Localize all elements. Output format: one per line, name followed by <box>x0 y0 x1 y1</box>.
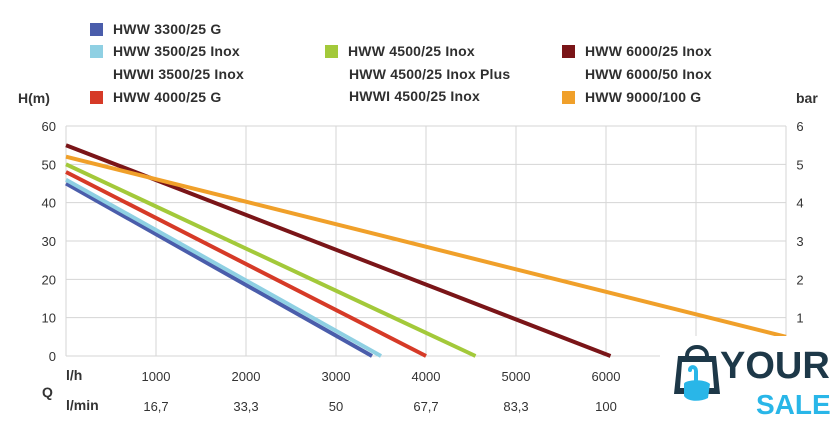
legend-sublabel: HWW 4500/25 Inox Plus <box>349 66 511 82</box>
y-tick-right: 1 <box>796 311 803 326</box>
y-tick-left: 20 <box>42 272 56 287</box>
x-tick-lh: 1000 <box>142 369 171 384</box>
x-tick-lmin: 100 <box>595 399 617 414</box>
legend-label: HWW 6000/25 Inox <box>585 43 712 59</box>
legend-swatch <box>90 44 103 58</box>
series-line-3 <box>65 162 477 358</box>
y-tick-left: 60 <box>42 119 56 134</box>
x-tick-lmin: 16,7 <box>143 399 168 414</box>
series-line-2 <box>65 170 427 358</box>
legend-item: HWW 9000/100 G <box>562 88 701 106</box>
legend-sublabel: HWWI 4500/25 Inox <box>349 88 480 104</box>
legend-swatch <box>90 90 103 104</box>
legend-label: HWW 3300/25 G <box>113 21 222 37</box>
x-tick-lmin: 33,3 <box>233 399 258 414</box>
legend-label: HWW 4500/25 Inox <box>348 43 475 59</box>
y-tick-left: 0 <box>49 349 56 364</box>
x-axis-label: Q <box>42 384 53 400</box>
series-line-5 <box>65 154 787 339</box>
y-tick-right: 5 <box>796 157 803 172</box>
legend-swatch <box>325 44 338 58</box>
logo-word-sale: SALE <box>756 389 831 420</box>
yoursale-logo: YOUR SALE <box>660 336 835 426</box>
x-tick-lh: 3000 <box>322 369 351 384</box>
x-tick-lh: 6000 <box>592 369 621 384</box>
legend-label: HWW 3500/25 Inox <box>113 43 240 59</box>
legend-label: HWW 9000/100 G <box>585 89 702 105</box>
x-axis-row1-unit: l/h <box>66 367 82 383</box>
legend-item: HWW 4000/25 G <box>90 88 221 106</box>
legend-item: HWW 3300/25 G <box>90 20 221 38</box>
y-tick-right: 4 <box>796 196 803 211</box>
legend-item: HWW 6000/25 Inox <box>562 42 712 60</box>
logo-word-your: YOUR <box>720 345 830 387</box>
y-tick-left: 50 <box>42 157 56 172</box>
y-axis-label-left: H(m) <box>18 90 50 106</box>
legend-sublabel: HWWI 3500/25 Inox <box>113 66 244 82</box>
legend-swatch <box>90 22 103 36</box>
x-tick-lmin: 50 <box>329 399 343 414</box>
shopping-bag-hand-icon <box>674 345 720 401</box>
y-tick-left: 10 <box>42 311 56 326</box>
series-line-0 <box>65 181 373 358</box>
x-tick-lmin: 83,3 <box>503 399 528 414</box>
legend-swatch <box>562 90 575 104</box>
x-tick-lmin: 67,7 <box>413 399 438 414</box>
y-tick-left: 40 <box>42 196 56 211</box>
x-axis-row2-unit: l/min <box>66 397 99 413</box>
legend-label: HWW 4000/25 G <box>113 89 222 105</box>
legend-item: HWW 3500/25 Inox <box>90 42 240 60</box>
y-tick-right: 3 <box>796 234 803 249</box>
y-axis-label-right: bar <box>796 90 818 106</box>
legend-item: HWW 4500/25 Inox <box>325 42 475 60</box>
grid <box>65 125 787 357</box>
legend-swatch <box>562 44 575 58</box>
x-tick-lh: 2000 <box>232 369 261 384</box>
series-lines <box>65 143 787 358</box>
x-tick-lh: 5000 <box>502 369 531 384</box>
series-line-1 <box>65 177 382 358</box>
x-tick-lh: 4000 <box>412 369 441 384</box>
y-tick-right: 6 <box>796 119 803 134</box>
legend-sublabel: HWW 6000/50 Inox <box>585 66 712 82</box>
y-tick-right: 2 <box>796 272 803 287</box>
y-tick-left: 30 <box>42 234 56 249</box>
